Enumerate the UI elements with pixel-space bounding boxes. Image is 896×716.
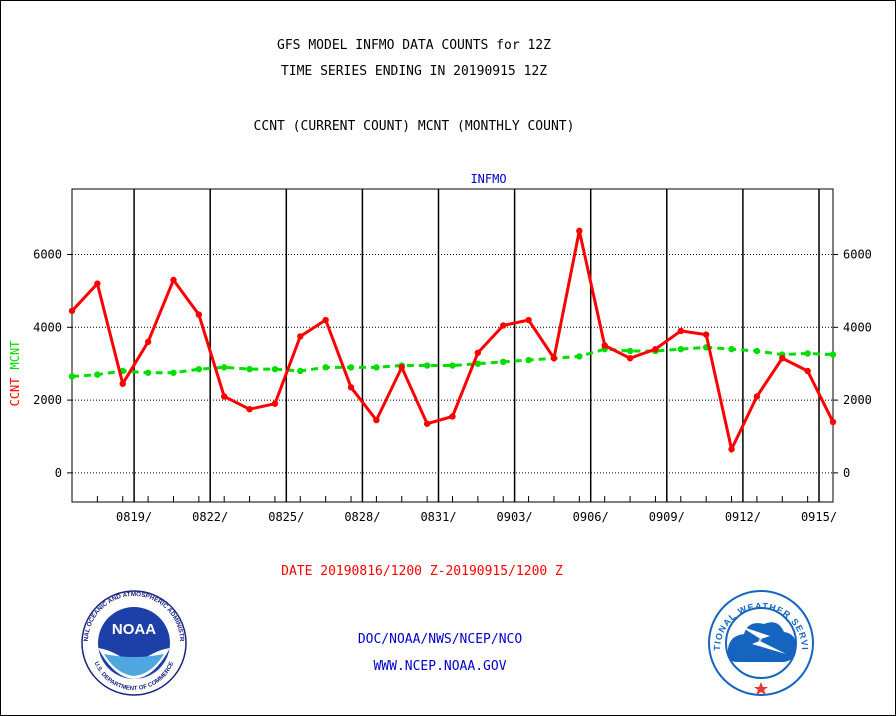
point-mcnt <box>322 364 329 371</box>
y-axis-label: CCNT MCNT <box>8 341 22 407</box>
point-ccnt <box>525 316 532 324</box>
point-mcnt <box>804 350 811 357</box>
point-mcnt <box>449 362 456 369</box>
x-tick-label: 0828/ <box>344 510 380 524</box>
point-mcnt <box>474 360 482 367</box>
x-tick-label: 0906/ <box>573 510 609 524</box>
point-ccnt <box>94 280 101 287</box>
point-ccnt <box>347 384 355 391</box>
point-ccnt <box>322 316 329 324</box>
org-text: DOC/NOAA/NWS/NCEP/NCO <box>357 632 523 647</box>
url-link[interactable]: WWW.NCEP.NOAA.GOV <box>373 659 507 674</box>
point-mcnt <box>373 364 380 371</box>
point-ccnt <box>626 355 634 362</box>
x-tick-label: 0915/ <box>801 510 837 524</box>
point-ccnt <box>652 345 659 353</box>
point-ccnt <box>68 307 76 315</box>
point-ccnt <box>804 367 811 375</box>
plot-border <box>71 188 834 503</box>
point-mcnt <box>500 358 507 366</box>
point-ccnt <box>297 333 304 340</box>
point-mcnt <box>626 347 634 355</box>
point-mcnt <box>677 345 684 353</box>
y-tick-label-left: 0 <box>55 466 62 480</box>
point-mcnt <box>195 365 203 373</box>
point-mcnt <box>246 365 253 373</box>
x-tick-label: 0822/ <box>192 510 228 524</box>
point-ccnt <box>550 355 558 362</box>
point-mcnt <box>271 365 279 373</box>
point-ccnt <box>601 342 608 349</box>
point-ccnt <box>271 400 279 407</box>
noaa-logo-text: NOAA <box>112 621 156 638</box>
series-layer <box>68 227 837 454</box>
point-ccnt <box>500 322 507 329</box>
point-mcnt <box>728 345 735 353</box>
point-mcnt <box>297 367 304 375</box>
point-ccnt <box>221 393 228 400</box>
point-mcnt <box>347 364 355 371</box>
y-tick-label-right: 6000 <box>843 248 872 262</box>
point-ccnt <box>119 380 126 387</box>
point-mcnt <box>576 353 583 360</box>
y-tick-label-left: 6000 <box>33 248 62 262</box>
point-ccnt <box>677 327 684 335</box>
point-mcnt <box>423 362 431 369</box>
point-ccnt <box>373 416 380 424</box>
point-ccnt <box>753 393 761 400</box>
date-range: DATE 20190816/1200 Z-20190915/1200 Z <box>281 564 563 579</box>
point-mcnt <box>829 351 837 358</box>
x-tick-label: 0831/ <box>420 510 456 524</box>
point-mcnt <box>68 373 76 380</box>
y-axis-label-ccnt: CCNT <box>8 378 22 407</box>
point-ccnt <box>829 418 837 426</box>
x-tick-label: 0912/ <box>725 510 761 524</box>
point-ccnt <box>423 420 431 427</box>
chart-subtitle: CCNT (CURRENT COUNT) MCNT (MONTHLY COUNT… <box>253 119 575 134</box>
point-ccnt <box>195 311 203 318</box>
x-tick-label: 0825/ <box>268 510 304 524</box>
x-tick-label: 0819/ <box>116 510 152 524</box>
y-tick-label-right: 2000 <box>843 393 872 407</box>
point-mcnt <box>525 356 532 364</box>
point-ccnt <box>246 405 253 413</box>
label-layer: 0 0 2000 2000 4000 4000 6000 6000 0819/0822/0825… <box>8 172 872 524</box>
x-tick-label: 0903/ <box>497 510 533 524</box>
point-ccnt <box>576 227 583 235</box>
chart-title-line1: GFS MODEL INFMO DATA COUNTS for 12Z <box>277 38 551 53</box>
x-tick-label: 0909/ <box>649 510 685 524</box>
noaa-logo: NOAA NATIONAL OCEANIC AND ATMOSPHERIC AD… <box>74 588 187 696</box>
point-ccnt <box>170 276 177 284</box>
point-ccnt <box>474 349 482 356</box>
point-ccnt <box>449 413 456 420</box>
point-mcnt <box>170 369 177 376</box>
y-tick-label-right: 0 <box>843 466 850 480</box>
grid-layer <box>67 189 838 502</box>
point-mcnt <box>753 347 761 355</box>
y-tick-label-left: 2000 <box>33 393 62 407</box>
point-ccnt <box>779 355 786 362</box>
point-ccnt <box>702 331 710 338</box>
chart-title: INFMO <box>470 172 506 186</box>
point-mcnt <box>221 364 228 371</box>
series-line-mcnt <box>71 345 834 378</box>
point-ccnt <box>144 338 152 346</box>
nws-logo: NATIONAL WEATHER SERVICE <box>706 588 814 696</box>
point-ccnt <box>398 364 405 371</box>
point-mcnt <box>144 369 152 376</box>
chart-title-line2: TIME SERIES ENDING IN 20190915 12Z <box>280 64 548 79</box>
point-mcnt <box>94 371 101 378</box>
y-axis-label-mcnt: MCNT <box>8 341 22 370</box>
y-tick-label-left: 4000 <box>33 320 62 334</box>
y-tick-label-right: 4000 <box>843 320 872 334</box>
point-ccnt <box>728 446 735 453</box>
